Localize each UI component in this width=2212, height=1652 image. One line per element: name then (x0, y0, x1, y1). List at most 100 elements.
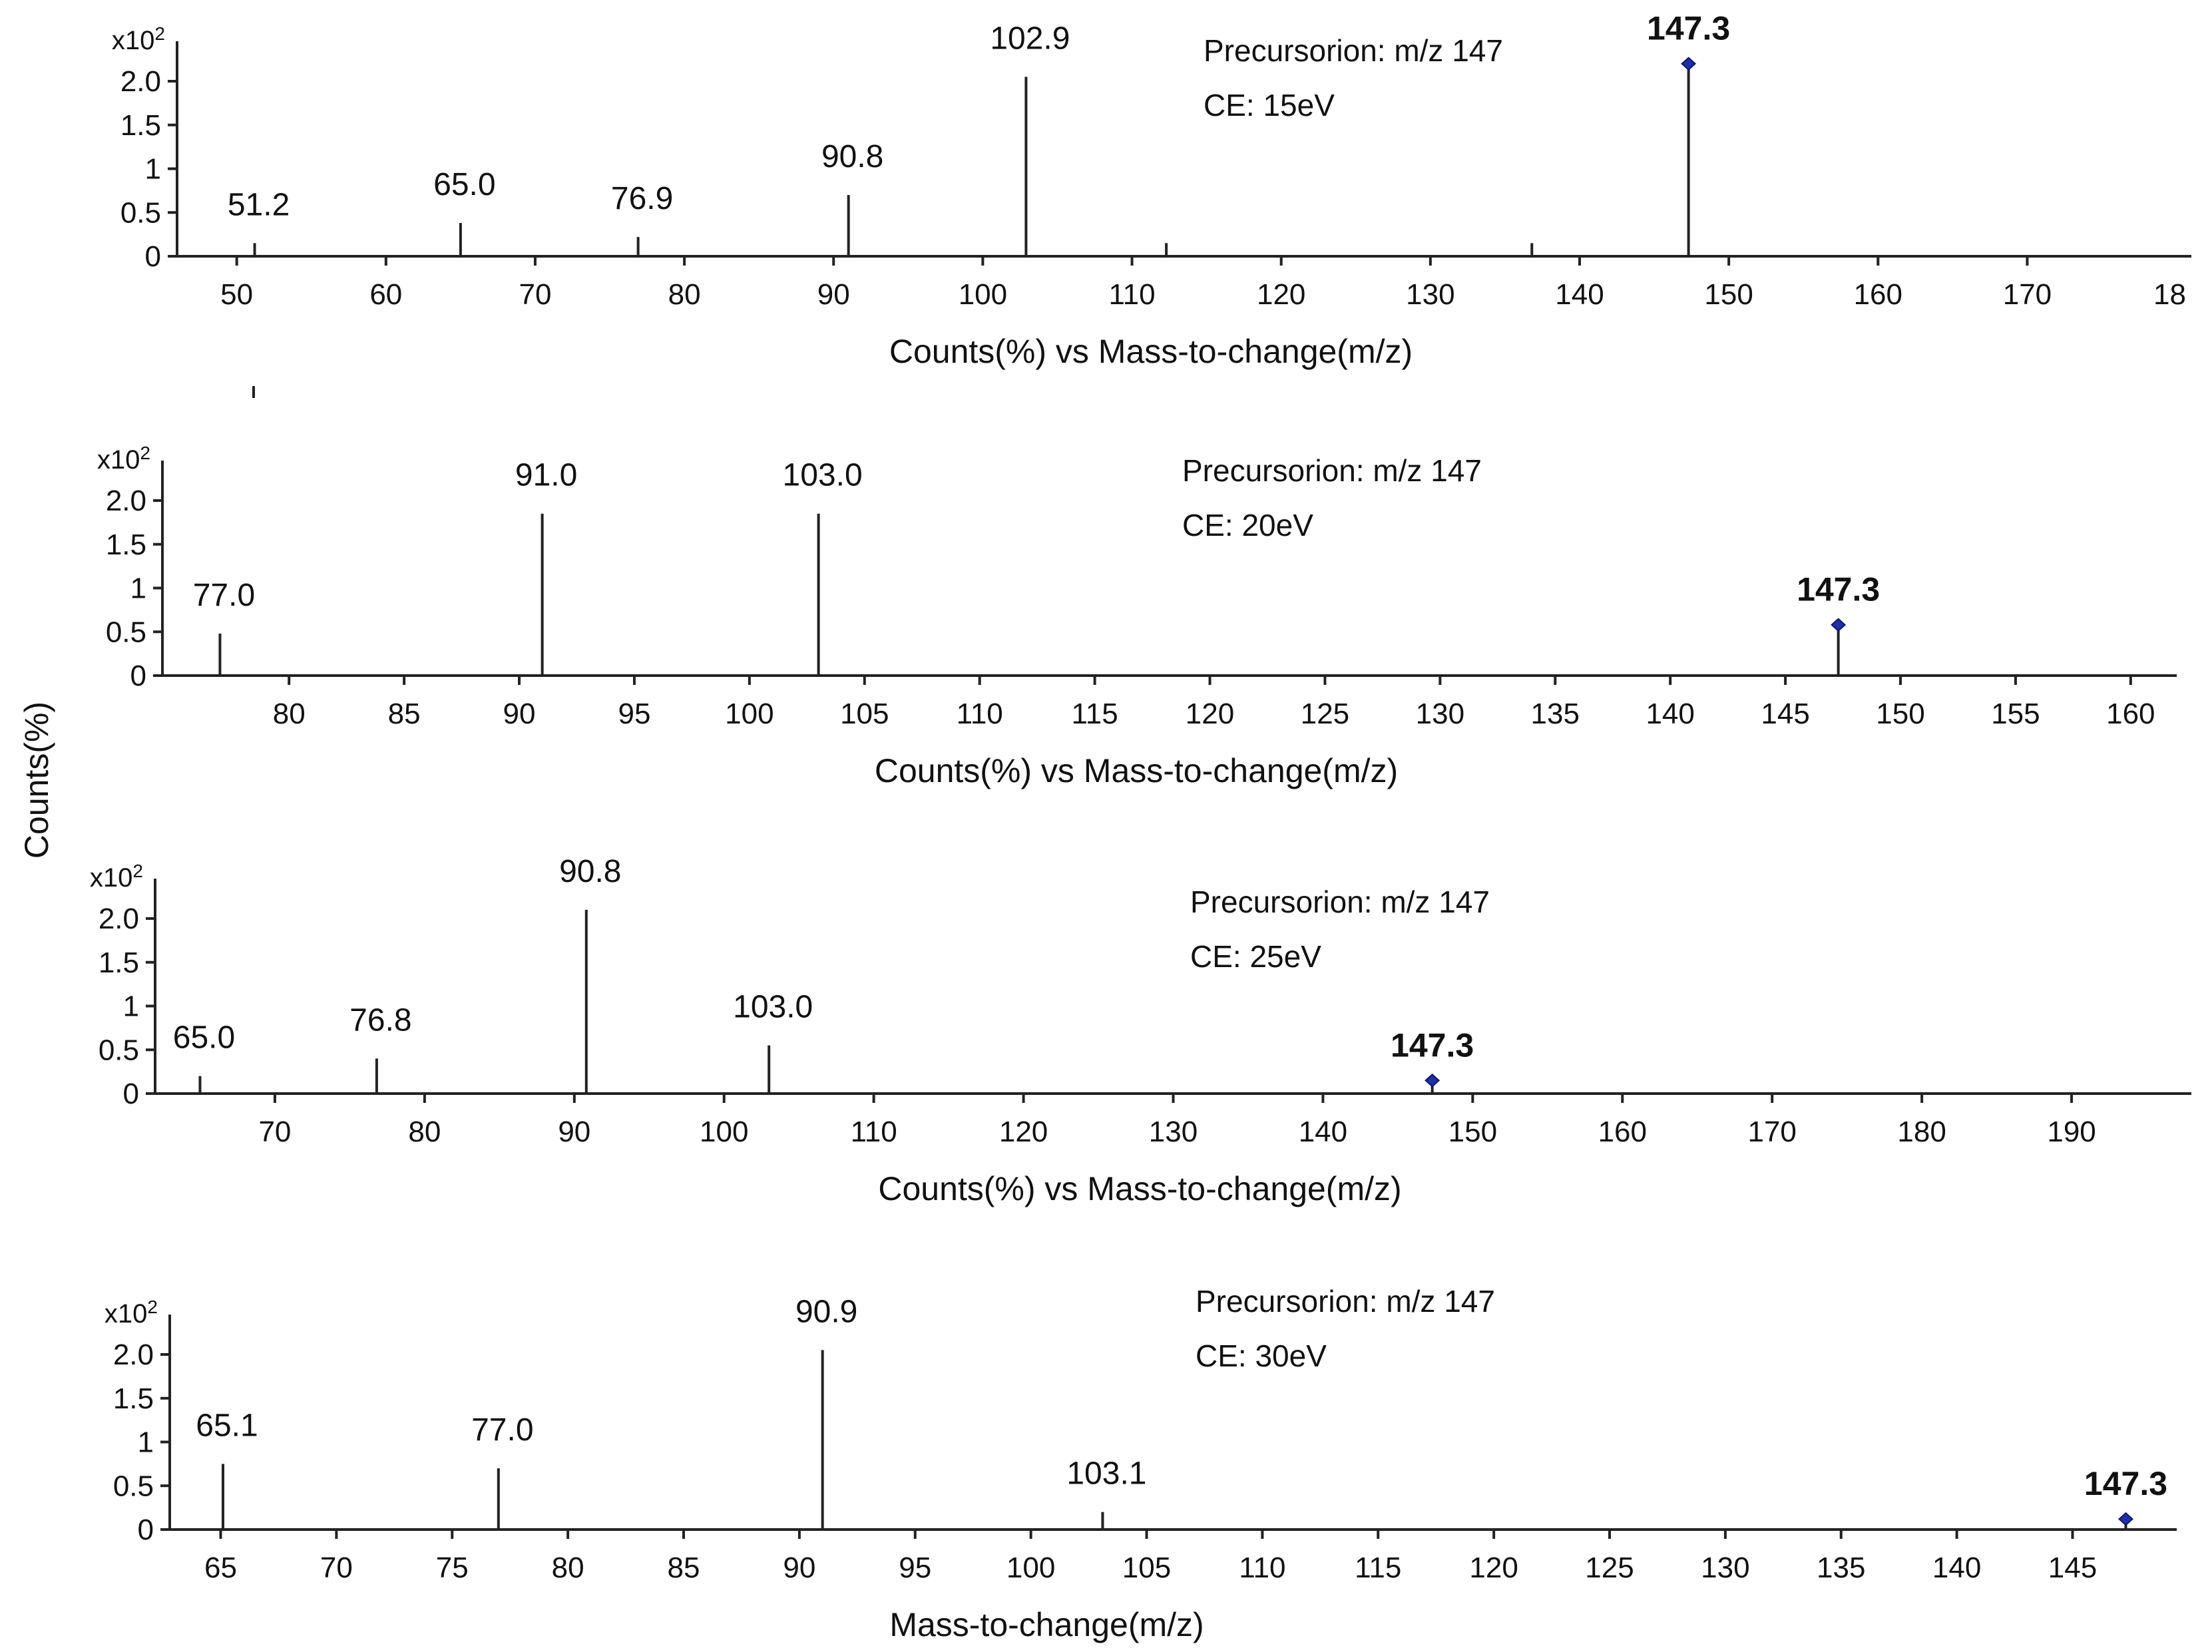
x-tick-label: 100 (725, 698, 774, 730)
x-tick-label: 180 (1897, 1116, 1946, 1148)
y-tick-label: 1.5 (106, 528, 146, 561)
annotation-collision-energy: CE: 25eV (1190, 939, 1321, 974)
peak-label: 77.0 (193, 578, 255, 613)
peak-label: 147.3 (1647, 10, 1730, 47)
x-tick-label: 100 (959, 278, 1007, 311)
x-tick-label: 125 (1585, 1551, 1634, 1584)
peak-label: 103.0 (783, 458, 863, 493)
peak-label: 103.0 (733, 990, 813, 1025)
x-tick-label: 120 (999, 1116, 1048, 1148)
y-tick-label: 2.0 (99, 903, 139, 935)
annotation-collision-energy: CE: 20eV (1182, 508, 1313, 542)
x-tick-label: 90 (558, 1116, 590, 1148)
y-tick-label: 0.5 (99, 1034, 139, 1066)
x-tick-label: 85 (668, 1551, 700, 1584)
x-tick-label: 145 (2048, 1551, 2097, 1584)
annotation-precursor: Precursorion: m/z 147 (1182, 453, 1482, 488)
y-tick-label: 2.0 (106, 485, 146, 517)
x-tick-label: 50 (220, 278, 253, 311)
x-tick-label: 130 (1416, 698, 1464, 730)
x-tick-label: 110 (851, 1116, 897, 1148)
peak-label: 102.9 (990, 21, 1070, 56)
peak-label: 65.0 (433, 167, 495, 202)
x-tick-label: 90 (503, 698, 536, 730)
precursor-marker (1831, 618, 1847, 632)
spectrum-panel-2: x102 0 0.5 1 1.5 2.0 80 85 90 95 100 105 110 115 120 12… (97, 443, 2177, 789)
peak-label: 103.1 (1066, 1456, 1146, 1492)
x-tick-label: 170 (2003, 278, 2052, 311)
y-tick-label: 0.5 (113, 1470, 154, 1502)
spectrum-panel-3: x102 0 0.5 1 1.5 2.0 70 80 90 100 110 120 130 140 150 1… (90, 854, 2191, 1207)
y-tick-label: 0.5 (120, 196, 161, 229)
y-tick-label: 2.0 (113, 1339, 154, 1371)
peak-label: 65.0 (173, 1020, 235, 1056)
x-tick-label: 70 (320, 1551, 353, 1584)
x-axis-title: Mass-to-change(m/z) (889, 1606, 1204, 1643)
y-tick-label: 1 (138, 1426, 154, 1459)
x-tick-label: 85 (388, 698, 421, 730)
peak-label: 77.0 (471, 1412, 533, 1448)
x-tick-label: 80 (408, 1116, 441, 1148)
x-tick-label: 160 (1598, 1116, 1647, 1148)
y-multiplier-exponent: 2 (147, 1297, 158, 1317)
y-multiplier-exponent: 2 (154, 23, 165, 44)
y-multiplier-label: x102 (112, 23, 165, 55)
y-tick-label: 1.5 (99, 946, 139, 979)
spectrum-panel-4: x102 0 0.5 1 1.5 2.0 65 70 75 80 85 90 95 100 105 110 11… (105, 1284, 2177, 1643)
x-tick-label: 90 (783, 1551, 815, 1584)
x-tick-label: 100 (1006, 1551, 1055, 1584)
x-tick-label: 130 (1406, 278, 1454, 311)
x-tick-label: 105 (1122, 1551, 1171, 1584)
y-multiplier-label: x102 (97, 443, 150, 475)
x-tick-label: 110 (1239, 1551, 1285, 1584)
x-tick-label: 155 (1991, 698, 2040, 730)
x-tick-label: 80 (552, 1551, 584, 1584)
y-tick-label: 2.0 (120, 65, 161, 98)
annotation-precursor: Precursorion: m/z 147 (1190, 885, 1490, 919)
y-axis-title: Counts(%) (18, 702, 55, 859)
x-axis-title: Counts(%) vs Mass-to-change(m/z) (878, 1170, 1401, 1207)
annotation-precursor: Precursorion: m/z 147 (1196, 1284, 1495, 1319)
y-tick-label: 0 (145, 240, 161, 273)
x-tick-label: 18 (2153, 278, 2186, 311)
peak-label: 91.0 (515, 458, 577, 493)
x-tick-label: 140 (1932, 1551, 1981, 1584)
x-tick-label: 110 (957, 698, 1003, 730)
peak-label: 90.8 (821, 139, 883, 174)
y-tick-label: 1.5 (120, 109, 161, 142)
y-multiplier-label: x102 (105, 1297, 158, 1329)
x-tick-label: 145 (1761, 698, 1809, 730)
peak-label: 76.9 (611, 181, 673, 216)
y-multiplier-exponent: 2 (132, 861, 143, 881)
x-tick-label: 80 (273, 698, 306, 730)
peak-label: 147.3 (1797, 571, 1880, 608)
y-tick-label: 1 (123, 990, 139, 1023)
x-tick-label: 120 (1186, 698, 1234, 730)
annotation-collision-energy: CE: 30eV (1196, 1339, 1327, 1373)
peak-label: 147.3 (1391, 1026, 1474, 1064)
y-tick-label: 0 (130, 660, 146, 692)
x-tick-label: 150 (1448, 1116, 1497, 1148)
x-tick-label: 115 (1355, 1551, 1401, 1584)
x-tick-label: 110 (1108, 278, 1155, 311)
x-tick-label: 75 (436, 1551, 469, 1584)
annotation-collision-energy: CE: 15eV (1204, 88, 1335, 122)
x-tick-label: 170 (1747, 1116, 1796, 1148)
x-tick-label: 160 (2106, 698, 2155, 730)
x-tick-label: 160 (1854, 278, 1902, 311)
x-tick-label: 95 (899, 1551, 931, 1584)
peak-label: 76.8 (349, 1002, 411, 1038)
precursor-marker (1681, 57, 1697, 71)
y-multiplier-exponent: 2 (140, 443, 150, 463)
x-tick-label: 150 (1704, 278, 1753, 311)
x-axis-title: Counts(%) vs Mass-to-change(m/z) (889, 333, 1413, 370)
x-tick-label: 70 (519, 278, 551, 311)
x-axis-title: Counts(%) vs Mass-to-change(m/z) (875, 752, 1398, 789)
peak-label: 51.2 (228, 187, 290, 222)
x-tick-label: 115 (1072, 698, 1118, 730)
y-tick-label: 1.5 (113, 1382, 154, 1415)
x-tick-label: 105 (840, 698, 889, 730)
y-multiplier-label: x102 (90, 861, 143, 893)
x-tick-label: 70 (258, 1116, 291, 1148)
x-tick-label: 150 (1876, 698, 1924, 730)
